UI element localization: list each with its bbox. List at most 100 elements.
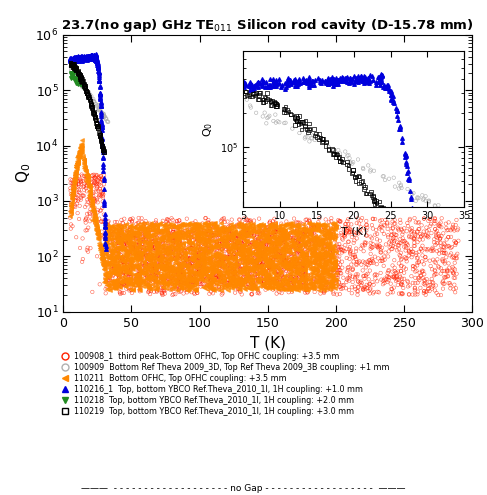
Point [173,229,181,237]
Point [191,276,199,284]
Point [136,252,144,260]
Point [107,245,114,252]
Point [194,260,202,268]
Point [115,273,123,281]
Point [117,252,125,260]
Point [191,260,199,268]
Point [206,234,214,242]
Point [280,286,288,294]
Point [226,276,234,284]
Point [112,261,120,269]
Point [425,233,432,241]
Point [433,234,441,242]
Point [294,245,301,252]
Point [68,56,76,64]
Point [84,224,92,232]
Point [233,223,241,231]
Point [71,173,78,181]
Point [290,260,298,268]
Point [236,277,244,285]
Point [137,266,145,274]
Point [195,222,203,230]
Point [236,281,244,289]
Point [280,272,288,280]
Point [187,263,195,271]
Point [158,240,166,248]
Point [264,273,272,281]
Point [281,241,289,248]
Point [325,273,333,281]
Point [73,163,80,171]
Point [210,263,218,271]
Point [183,286,191,294]
Point [230,273,238,281]
Point [318,236,325,244]
Point [388,245,395,253]
Point [284,232,292,240]
Point [336,252,343,260]
Point [314,254,322,262]
Point [398,278,406,286]
Point [108,228,116,236]
Point [327,276,335,284]
Point [433,247,441,255]
Point [390,234,398,242]
Point [231,241,239,249]
Point [247,273,255,281]
Point [206,240,214,248]
Point [158,232,166,240]
Point [391,273,398,281]
Point [290,241,298,249]
Point [159,275,167,283]
Point [321,224,329,232]
Point [342,220,350,228]
Point [142,237,150,245]
Point [251,253,259,261]
Point [171,223,179,231]
Point [158,289,166,297]
Point [187,226,195,234]
Point [295,274,303,282]
Point [135,218,143,226]
Point [242,231,249,239]
Point [271,243,279,251]
Point [272,228,280,236]
Point [169,267,176,275]
Point [86,183,94,191]
Point [405,233,413,241]
Point [170,232,178,240]
Point [177,267,185,275]
Point [127,244,134,251]
Point [105,282,112,290]
Point [145,252,152,260]
Point [271,248,279,256]
Point [131,223,138,231]
Point [329,248,337,256]
Point [262,244,270,251]
Point [92,51,100,59]
Point [318,271,326,279]
Point [269,260,277,268]
Point [338,285,346,293]
Point [405,290,413,298]
Point [178,250,186,258]
Point [75,186,83,194]
Point [88,175,95,183]
Point [293,278,301,286]
Point [138,241,146,248]
Point [441,280,449,288]
Point [423,247,431,254]
Point [133,246,141,253]
Point [145,261,153,269]
Point [142,264,150,272]
Point [431,241,439,249]
Point [264,277,272,285]
Point [351,283,358,291]
Point [193,231,201,239]
Point [248,254,256,262]
Point [214,259,222,267]
Point [377,246,385,254]
Point [203,236,211,244]
Point [346,255,354,263]
Point [141,246,149,253]
